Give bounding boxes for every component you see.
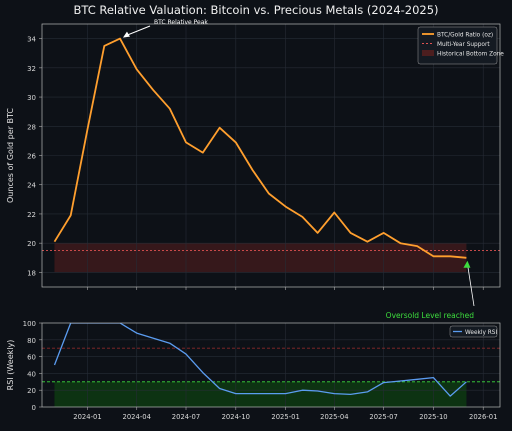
oversold-annotation-arrowhead [463, 260, 471, 268]
top-y-tick-label: 20 [27, 240, 36, 248]
top-panel-frame [41, 23, 501, 288]
top-y-tick-label: 24 [27, 182, 36, 190]
oversold-annotation-label: Oversold Level reached [386, 311, 475, 320]
chart-title: BTC Relative Valuation: Bitcoin vs. Prec… [73, 3, 438, 17]
x-tick-label: 2025-07 [369, 413, 397, 421]
legend-label-ratio: BTC/Gold Ratio (oz) [437, 33, 493, 39]
legend-label-bottom-zone: Historical Bottom Zone [437, 52, 504, 58]
top-y-tick-label: 30 [27, 94, 36, 102]
bottom-y-tick-label: 80 [27, 337, 36, 345]
x-tick-label: 2025-10 [419, 413, 447, 421]
top-legend-box [417, 26, 498, 65]
top-y-axis-label: Ounces of Gold per BTC [6, 108, 15, 203]
x-tick-label: 2025-04 [320, 413, 348, 421]
bottom-y-tick-label: 0 [32, 404, 36, 412]
top-legend: BTC/Gold Ratio (oz) Multi-Year Support His… [417, 26, 504, 65]
bottom-y-tick-label: 60 [27, 354, 36, 362]
peak-annotation-arrow [125, 25, 151, 37]
x-tick-label: 2024-07 [172, 413, 200, 421]
legend-swatch-bottom-zone [422, 50, 434, 56]
x-tick-label: 2025-01 [271, 413, 299, 421]
top-y-tick-label: 34 [27, 36, 36, 44]
bottom-y-axis-label: RSI (Weekly) [6, 340, 15, 391]
legend-label-rsi: Weekly RSI [465, 330, 497, 336]
top-y-tick-label: 32 [27, 65, 36, 73]
x-tick-label: 2026-01 [469, 413, 497, 421]
weekly-rsi-line [53, 323, 467, 397]
bottom-y-tick-label: 40 [27, 370, 36, 378]
rsi-oversold-band [54, 381, 467, 407]
top-y-tick-label: 22 [27, 211, 36, 219]
btc-gold-ratio-line [53, 37, 467, 259]
bottom-panel-frame [41, 322, 501, 408]
bottom-legend: Weekly RSI [449, 325, 498, 338]
legend-label-support: Multi-Year Support [437, 42, 490, 48]
peak-annotation-label: BTC Relative Peak [154, 19, 208, 26]
peak-annotation-arrowhead [122, 31, 130, 38]
x-tick-label: 2024-01 [73, 413, 101, 421]
bottom-legend-box [449, 325, 498, 338]
bottom-y-tick-label: 100 [23, 320, 36, 328]
top-y-tick-label: 18 [27, 269, 36, 277]
top-y-tick-label: 26 [27, 153, 36, 161]
x-tick-label: 2024-10 [222, 413, 250, 421]
oversold-annotation-arrow [467, 263, 475, 307]
x-tick-label: 2024-04 [123, 413, 151, 421]
bottom-zone-band [54, 243, 467, 273]
bottom-y-tick-label: 20 [27, 387, 36, 395]
top-y-tick-label: 28 [27, 123, 36, 131]
